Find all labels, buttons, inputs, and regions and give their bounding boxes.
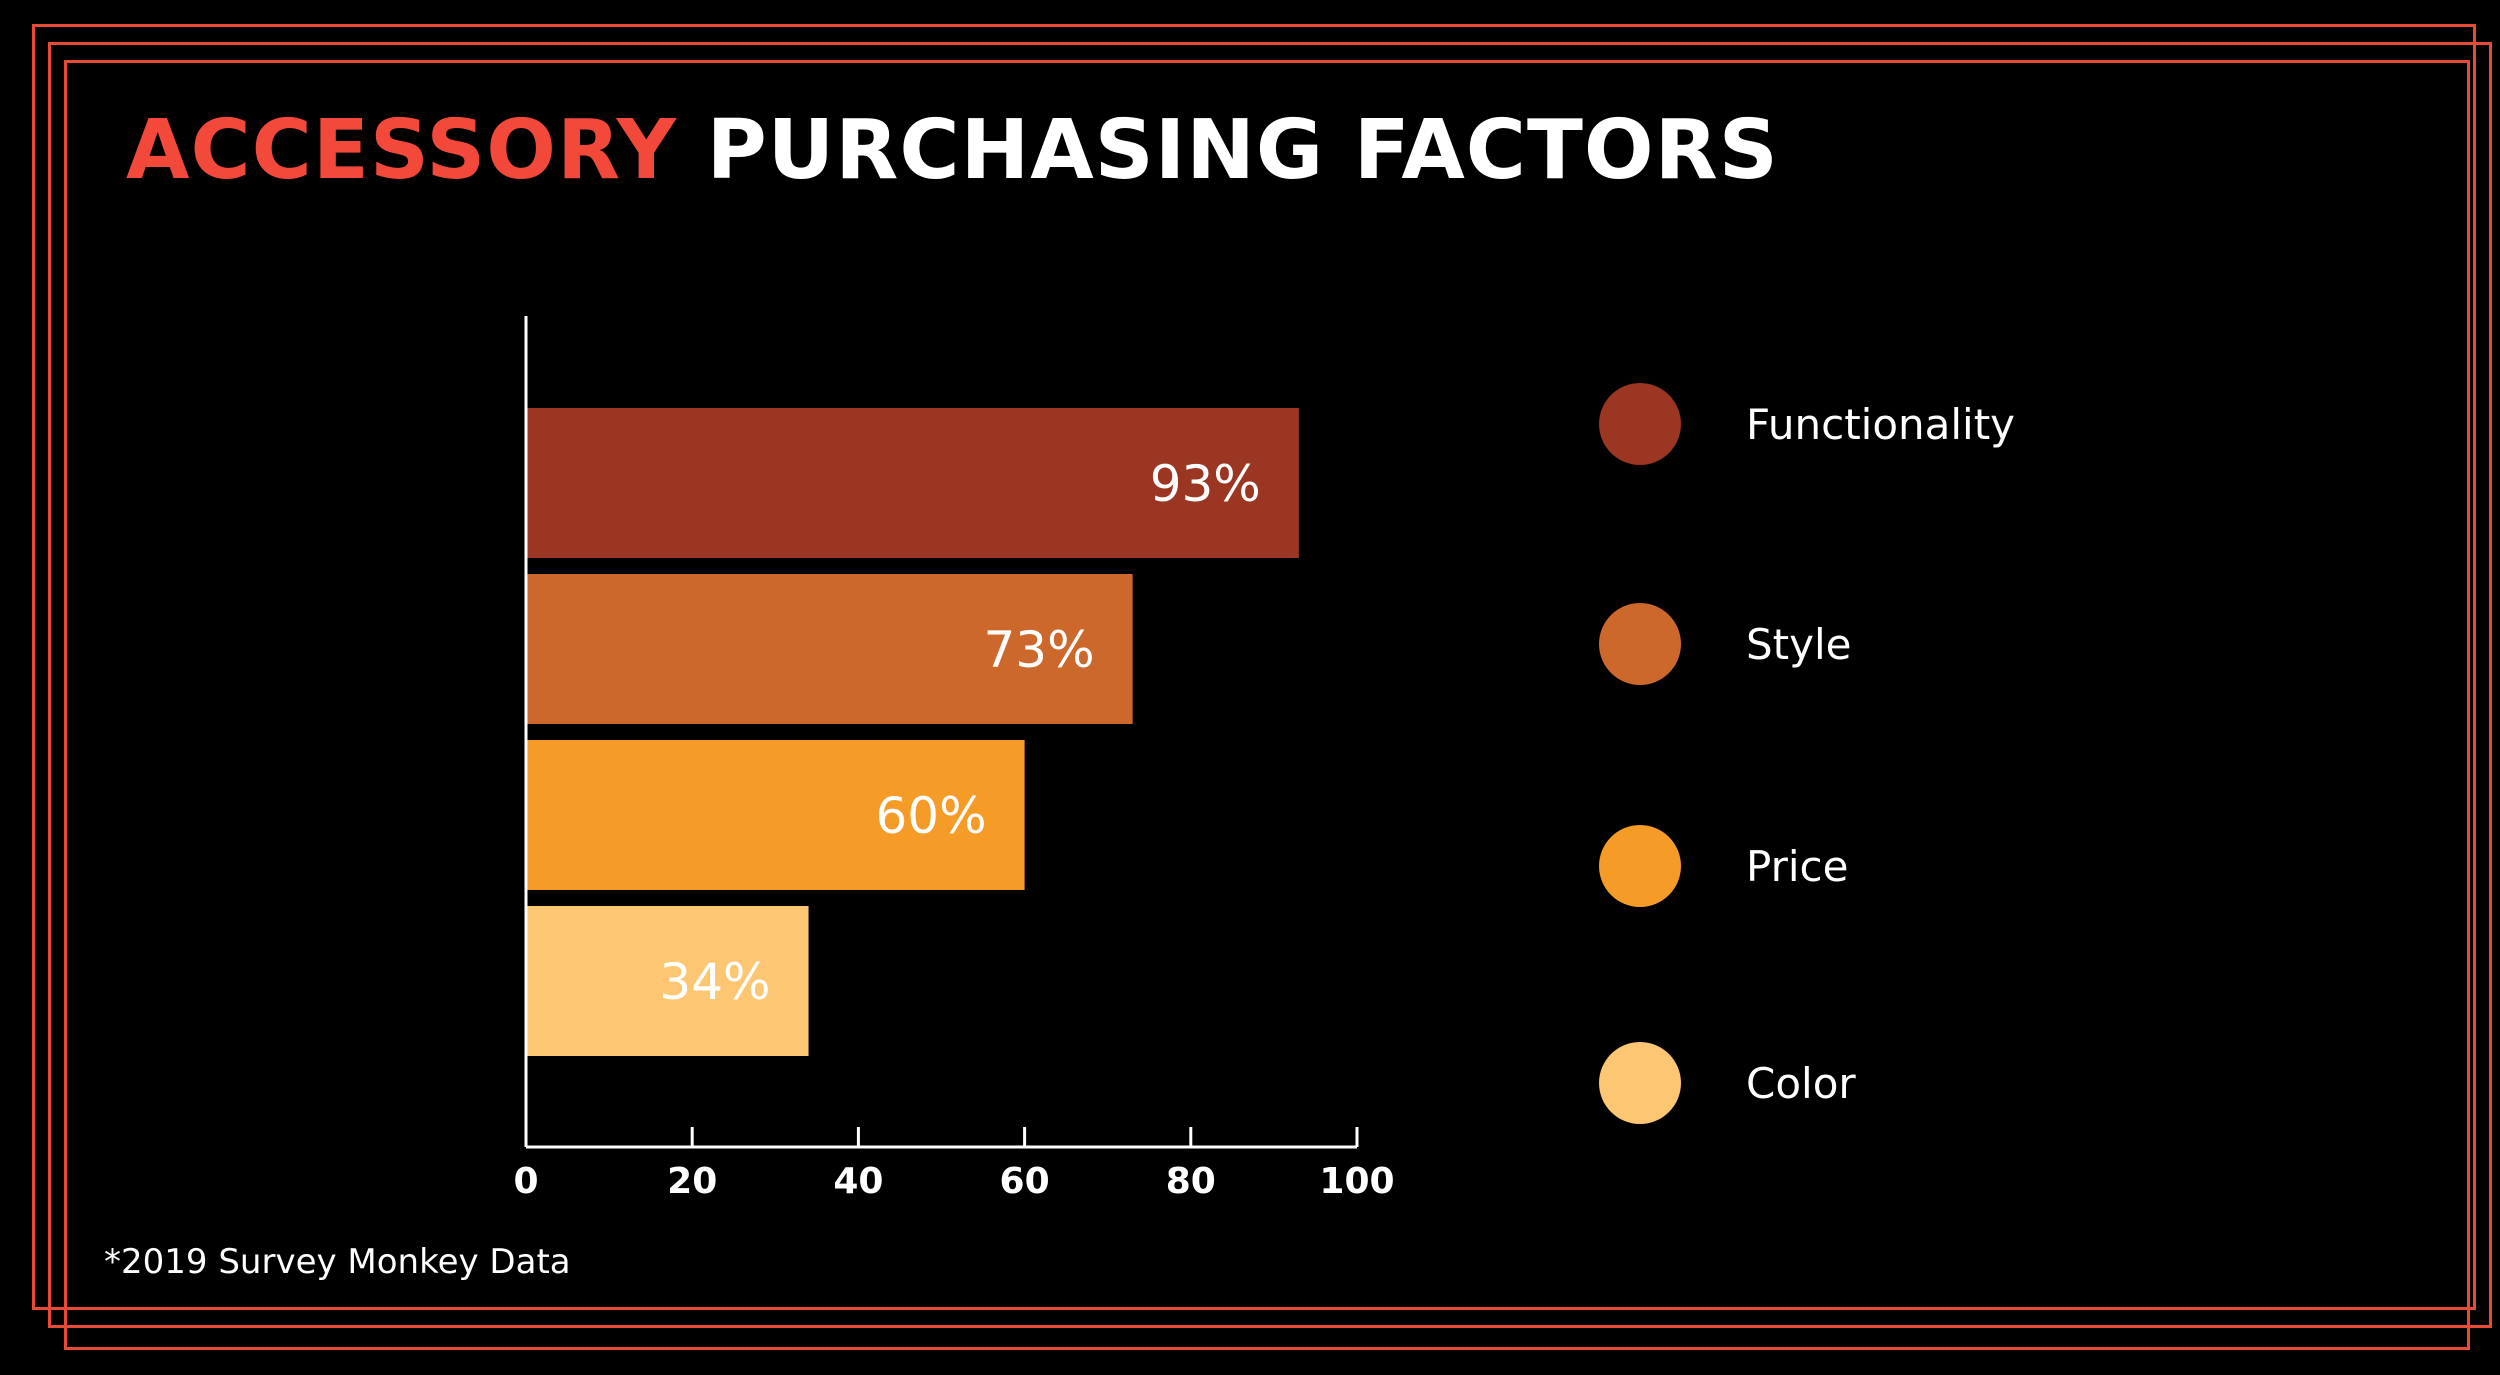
decorative-frame-middle	[48, 42, 2492, 1328]
x-tick-label: 20	[667, 1161, 717, 1202]
legend-swatch-color	[1599, 1042, 1681, 1124]
bar-value-label: 60%	[875, 787, 986, 845]
decorative-frame-outer	[32, 24, 2476, 1310]
legend-label-price: Price	[1746, 842, 1848, 891]
bar-price	[526, 740, 1025, 890]
x-tick-label: 80	[1166, 1161, 1216, 1202]
legend-label-functionality: Functionality	[1746, 400, 2015, 449]
x-tick-label: 0	[513, 1161, 538, 1202]
chart-title: ACCESSORY PURCHASING FACTORS	[126, 110, 1779, 192]
x-tick-label: 100	[1319, 1161, 1394, 1202]
footnote-source: *2019 Survey Monkey Data	[104, 1242, 571, 1282]
bar-value-label: 93%	[1150, 455, 1261, 513]
title-rest-words: PURCHASING FACTORS	[706, 103, 1779, 198]
bar-value-label: 34%	[659, 953, 770, 1011]
bar-style	[526, 574, 1133, 724]
bar-functionality	[526, 408, 1299, 558]
bar-value-label: 73%	[983, 621, 1094, 679]
legend-label-color: Color	[1746, 1059, 1856, 1108]
legend-label-style: Style	[1746, 620, 1852, 669]
bar-color	[526, 906, 809, 1056]
legend-swatch-functionality	[1599, 383, 1681, 465]
legend-swatch-style	[1599, 603, 1681, 685]
legend-swatch-price	[1599, 825, 1681, 907]
x-tick-label: 40	[833, 1161, 883, 1202]
title-accent-word: ACCESSORY	[126, 103, 678, 198]
decorative-frame-inner	[64, 60, 2470, 1350]
x-tick-label: 60	[1000, 1161, 1050, 1202]
